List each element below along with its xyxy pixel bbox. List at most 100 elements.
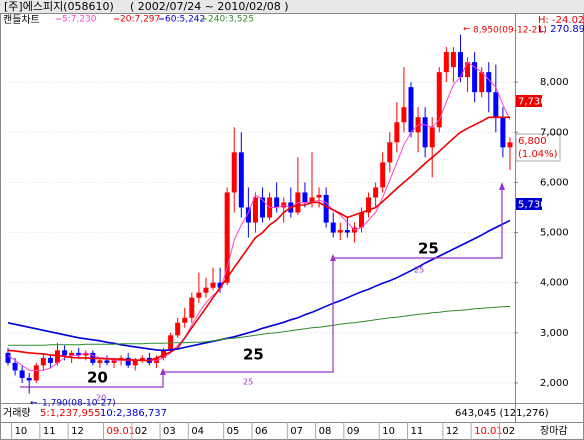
- candle-body: [330, 222, 336, 233]
- candle-body: [97, 360, 103, 363]
- x-tick-label: 12: [71, 426, 84, 437]
- candle-body: [62, 350, 68, 356]
- y-tick-label: 5,000: [540, 228, 569, 239]
- chart-label: 캔들차트: [3, 14, 40, 26]
- close-label: 장마감: [540, 425, 568, 437]
- candle-body: [486, 72, 492, 93]
- candle-body: [196, 292, 202, 298]
- x-tick-label: 10.01: [474, 426, 503, 437]
- candle-body: [422, 117, 428, 148]
- candle-body: [252, 197, 258, 223]
- candle-body: [139, 357, 145, 361]
- count-small: 20: [96, 394, 106, 403]
- x-tick-label: 09.01: [106, 426, 135, 437]
- x-tick-label: 07: [290, 426, 303, 437]
- candle-body: [203, 287, 209, 293]
- x-tick-label: 11: [43, 426, 56, 437]
- title-bar: [0, 0, 584, 13]
- candle-body: [189, 297, 195, 318]
- y-tick-label: 8,000: [540, 77, 569, 88]
- candle-body: [472, 62, 478, 93]
- candle-body: [210, 282, 216, 288]
- candle-body: [69, 352, 75, 356]
- x-tick-label: 09: [347, 426, 360, 437]
- high-note: 8,950(09-12-21): [473, 26, 547, 36]
- candle-body: [309, 197, 315, 203]
- price-tag: 5,730: [518, 200, 547, 211]
- candle-body: [394, 122, 400, 143]
- x-tick-label: 02: [502, 426, 515, 437]
- candle-body: [217, 282, 223, 288]
- candle-body: [373, 187, 379, 198]
- candle-body: [175, 322, 181, 336]
- candle-body: [224, 192, 230, 283]
- candle-body: [76, 352, 82, 356]
- candle-body: [245, 207, 251, 223]
- candle-body: [337, 230, 343, 233]
- price-tag: (1.04%): [518, 149, 558, 160]
- tag-bg: [515, 133, 561, 162]
- x-tick-label: 06: [255, 426, 268, 437]
- volume-ma: 10:2,386,737: [100, 408, 167, 419]
- count-label: 25: [418, 240, 439, 258]
- legend-entry: 240:3,525: [208, 15, 254, 25]
- y-tick-label: 4,000: [540, 278, 569, 289]
- candle-body: [231, 152, 237, 193]
- window-period: ( 2002/07/24 ~ 2010/02/08 ): [130, 0, 289, 13]
- candle-body: [161, 350, 167, 358]
- y-tick-label: 2,000: [540, 378, 569, 389]
- candle-body: [457, 52, 463, 78]
- price-tag: 6,800: [518, 136, 547, 147]
- candle-body: [111, 360, 117, 363]
- candle-body: [366, 197, 372, 213]
- candle-body: [323, 194, 329, 223]
- candle-body: [125, 357, 131, 366]
- candle-body: [344, 230, 350, 233]
- x-tick-label: 04: [191, 426, 204, 437]
- low-note: 1,790(08-10-27): [42, 399, 116, 409]
- candle-body: [238, 152, 244, 208]
- arrow-head: [330, 254, 336, 261]
- tag-bg: [516, 198, 542, 210]
- count-label: 20: [87, 369, 108, 387]
- candle-body: [493, 92, 499, 118]
- volume-value: 643,045 (121,276): [455, 408, 549, 419]
- candle-body: [316, 194, 322, 198]
- l-label: L: 270.89: [538, 24, 584, 35]
- candle-body: [274, 197, 280, 208]
- window-title: [주]에스피지(058610): [4, 0, 114, 13]
- arrow-head: [499, 182, 505, 190]
- legend-entry: 20:7,297: [120, 15, 160, 25]
- candle-body: [359, 212, 364, 228]
- candle-body: [83, 352, 89, 356]
- x-tick-label: 11: [410, 426, 423, 437]
- candle-body: [387, 142, 393, 163]
- candle-body: [507, 142, 513, 148]
- candle-body: [500, 117, 506, 148]
- x-tick-label: 03: [163, 426, 176, 437]
- low-arrow: ←: [30, 399, 38, 409]
- x-tick-label: 08: [319, 426, 332, 437]
- candle-body: [260, 197, 266, 218]
- candle-body: [479, 72, 485, 93]
- x-tick-label: 12: [446, 426, 459, 437]
- candle-body: [443, 52, 449, 73]
- candle-body: [54, 350, 60, 363]
- count-small: 25: [243, 378, 253, 387]
- price-tag: 7,730: [518, 97, 547, 108]
- volume-ma: 5:1,237,955: [40, 408, 101, 419]
- candle-body: [182, 317, 188, 323]
- high-arrow: ←: [463, 25, 471, 35]
- candle-body: [104, 360, 110, 363]
- ma-line: [7, 116, 510, 362]
- y-tick-label: 3,000: [540, 328, 569, 339]
- candle-body: [26, 377, 32, 381]
- candle-body: [450, 52, 456, 68]
- volume-label: 거래량: [3, 407, 31, 419]
- y-tick-label: 6,000: [540, 177, 569, 188]
- ma-line: [7, 219, 511, 352]
- candle-body: [408, 87, 414, 133]
- y-tick-label: 7,000: [540, 127, 569, 138]
- arrow-head: [160, 368, 166, 375]
